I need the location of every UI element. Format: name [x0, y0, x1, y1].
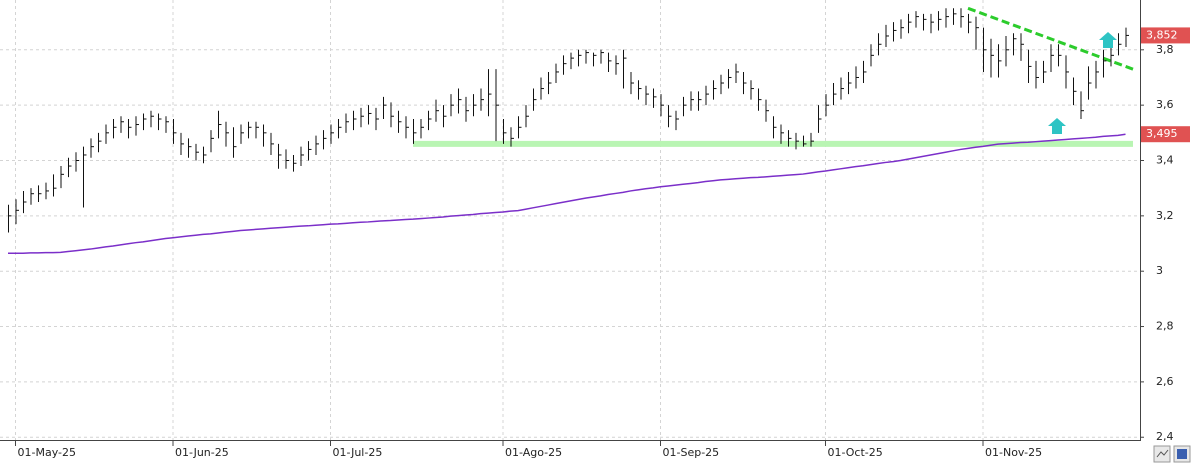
save-icon — [1177, 449, 1187, 459]
x-tick-label: 01-May-25 — [18, 446, 76, 459]
up-arrow — [1099, 32, 1117, 48]
price-label: 3,495 — [1146, 127, 1178, 140]
x-tick-label: 01-Jul-25 — [333, 446, 383, 459]
x-tick-label: 01-Oct-25 — [828, 446, 883, 459]
y-tick-label: 3,2 — [1156, 209, 1174, 222]
x-tick-label: 01-Jun-25 — [175, 446, 229, 459]
y-tick-label: 2,4 — [1156, 430, 1174, 443]
plot — [0, 0, 1140, 440]
y-tick-label: 3 — [1156, 264, 1163, 277]
y-tick-label: 3,4 — [1156, 154, 1174, 167]
y-tick-label: 2,8 — [1156, 320, 1174, 333]
zoom-icon — [1156, 449, 1169, 458]
up-arrow — [1048, 118, 1066, 134]
price-label: 3,852 — [1146, 28, 1178, 41]
x-tick-label: 01-Ago-25 — [505, 446, 562, 459]
trend-line — [967, 6, 1134, 71]
x-tick-label: 01-Nov-25 — [985, 446, 1042, 459]
zoom-button[interactable] — [1153, 445, 1171, 463]
y-tick-label: 3,6 — [1156, 98, 1174, 111]
x-tick-label: 01-Sep-25 — [663, 446, 720, 459]
price-label-box — [1141, 126, 1190, 143]
price-label-box — [1141, 27, 1190, 44]
y-tick-label: 3,8 — [1156, 43, 1174, 56]
y-tick-label: 2,6 — [1156, 375, 1174, 388]
moving-average — [8, 133, 1126, 254]
